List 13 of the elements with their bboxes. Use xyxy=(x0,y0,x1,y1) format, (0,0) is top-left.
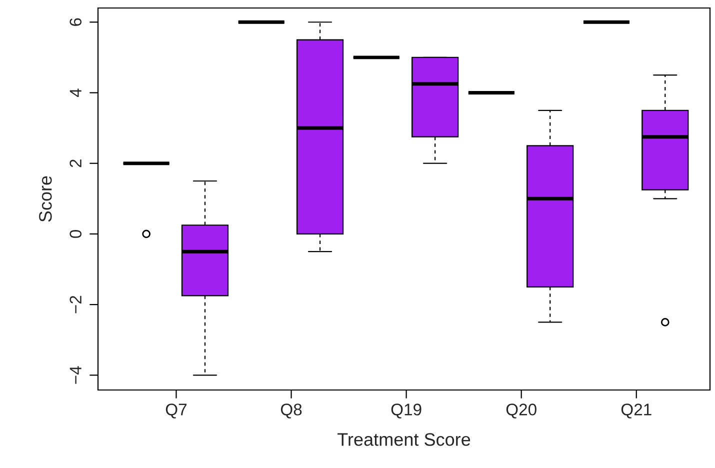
y-tick-label: 0 xyxy=(70,230,82,238)
y-tick-label: −4 xyxy=(70,366,82,384)
y-tick-label: 4 xyxy=(70,88,82,97)
y-tick-label: −2 xyxy=(70,296,82,314)
y-axis-title: Score xyxy=(39,176,52,222)
x-tick-label: Q7 xyxy=(166,404,187,418)
x-axis-title: Treatment Score xyxy=(338,433,470,446)
x-tick-label: Q8 xyxy=(280,404,302,418)
x-tick-label: Q21 xyxy=(621,404,652,418)
x-tick-label: Q20 xyxy=(506,404,536,418)
y-tick-label: 6 xyxy=(70,18,82,26)
x-tick-label: Q19 xyxy=(391,404,422,418)
y-tick-label: 2 xyxy=(70,160,82,168)
